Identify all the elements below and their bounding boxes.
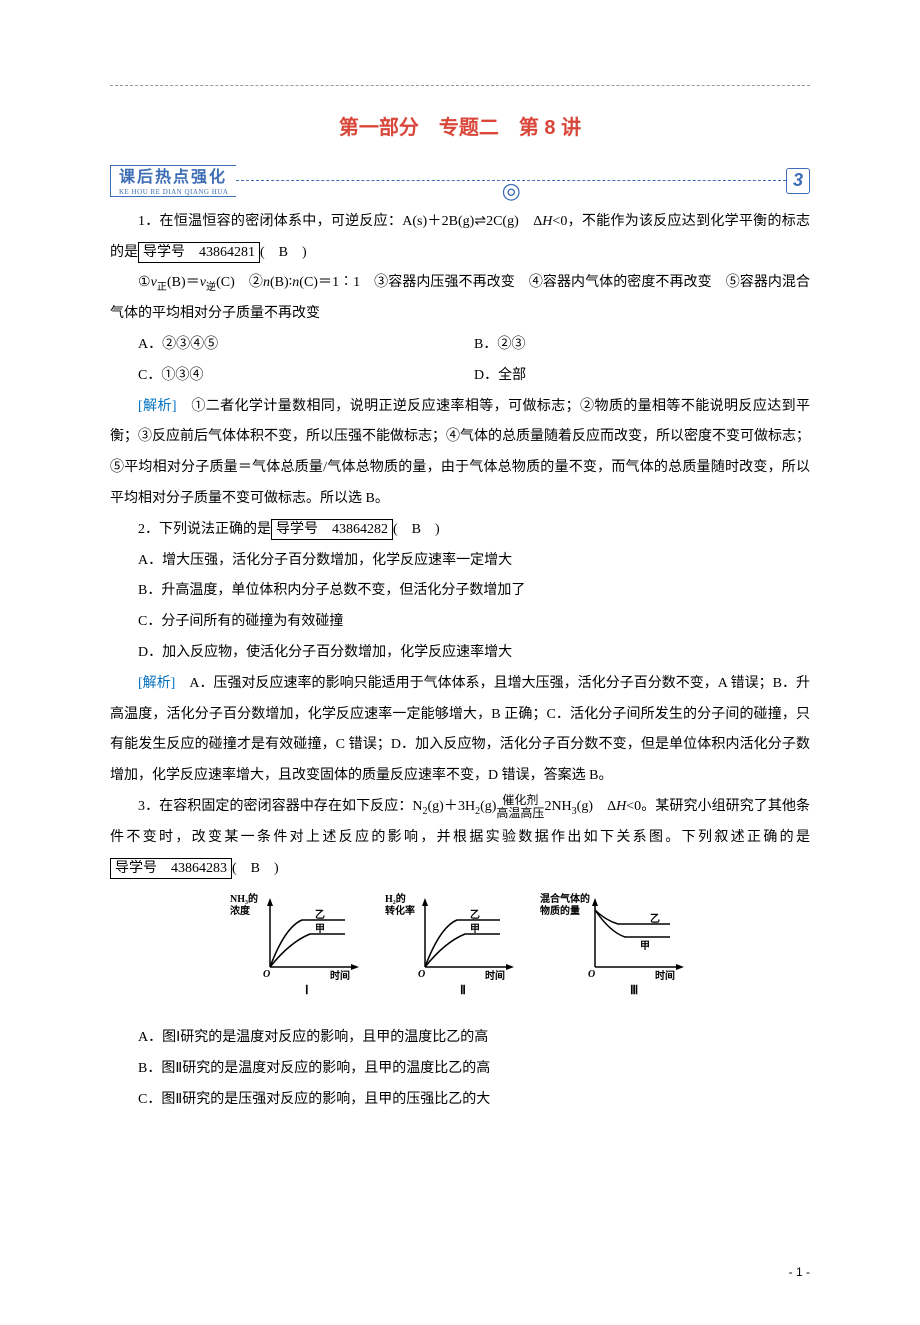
sub-zheng: 正: [157, 282, 167, 293]
c1-bot: 甲: [315, 923, 325, 935]
target-icon: ◎: [502, 167, 521, 215]
q3-stem-b: (g)＋3H: [428, 799, 476, 814]
q2-optB: B．升高温度，单位体积内分子总数不变，但活化分子数增加了: [110, 576, 810, 607]
q2-explanation: [解析] A．压强对反应速率的影响只能适用于气体体系，且增大压强，活化分子百分数…: [110, 669, 810, 792]
q2-optA: A．增大压强，活化分子百分数增加，化学反应速率一定增大: [110, 546, 810, 577]
q2-exp-text: A．压强对反应速率的影响只能适用于气体体系，且增大压强，活化分子百分数不变，A …: [110, 676, 810, 783]
c2-bot: 甲: [470, 923, 480, 935]
c2-yl1: H₂的: [385, 892, 406, 905]
q1-opts-row1: A．②③④⑤ B．②③: [110, 330, 810, 361]
main-title: 第一部分 专题二 第 8 讲: [110, 106, 810, 150]
eq-arrow: ⇌: [474, 212, 486, 228]
c2-top: 乙: [470, 909, 480, 921]
top-divider: [110, 85, 810, 86]
dxh-box-1: 导学号 43864281: [138, 242, 260, 264]
q2-stem: 2．下列说法正确的是导学号 43864282( B ): [110, 515, 810, 546]
exp-label-1: [解析]: [138, 399, 177, 414]
q1-optD: D．全部: [474, 361, 810, 392]
q3-stem-e: (g) Δ: [577, 799, 616, 814]
c3-yl2: 物质的量: [540, 904, 580, 917]
banner-line: ◎: [236, 180, 786, 182]
q1-ans: ( B ): [260, 245, 307, 260]
delta-h2: H: [616, 799, 626, 814]
c3-top: 乙: [650, 913, 660, 925]
c1-yl1: NH₃的: [230, 892, 258, 905]
q1-l2-b: (B)＝: [167, 275, 200, 290]
frac-top: 催化剂: [496, 794, 544, 807]
q1-line2: ①v正(B)＝v逆(C) ②n(B)∶n(C)＝1∶1 ③容器内压强不再改变 ④…: [110, 268, 810, 330]
svg-text:O: O: [588, 969, 595, 980]
q1-exp-text: ①二者化学计量数相同，说明正逆反应速率相等，可做标志；②物质的量相等不能说明反应…: [110, 399, 810, 506]
banner-left-box: 课后热点强化 KE HOU RE DIAN QIANG HUA: [110, 165, 236, 197]
q1-stem: 1．在恒温恒容的密闭体系中，可逆反应：A(s)＋2B(g)⇌2C(g) ΔH<0…: [110, 205, 810, 269]
body-content: 1．在恒温恒容的密闭体系中，可逆反应：A(s)＋2B(g)⇌2C(g) ΔH<0…: [110, 205, 810, 1116]
c1-yl2: 浓度: [230, 904, 251, 917]
q3-optA: A．图Ⅰ研究的是温度对反应的影响，且甲的温度比乙的高: [110, 1023, 810, 1054]
three-charts-svg: NH₃的 浓度 乙 甲 O 时间 Ⅰ H₂的 转化率: [220, 892, 700, 1002]
section-banner: 课后热点强化 KE HOU RE DIAN QIANG HUA ◎ 3: [110, 165, 810, 197]
n-b: n: [263, 275, 270, 290]
q2-stem-text: 2．下列说法正确的是: [138, 522, 271, 537]
page-number: - 1 -: [789, 1259, 810, 1285]
delta-h: H: [542, 214, 552, 229]
c2-yl2: 转化率: [385, 904, 415, 917]
c3-yl1: 混合气体的: [540, 892, 590, 905]
banner-pinyin: KE HOU RE DIAN QIANG HUA: [119, 189, 228, 196]
q1-opts-row2: C．①③④ D．全部: [110, 361, 810, 392]
q2-optD: D．加入反应物，使活化分子百分数增加，化学反应速率增大: [110, 638, 810, 669]
c1-top: 乙: [315, 909, 325, 921]
q2-optC: C．分子间所有的碰撞为有效碰撞: [110, 607, 810, 638]
c1-xl: 时间: [330, 969, 350, 982]
dxh-box-2: 导学号 43864282: [271, 519, 393, 541]
c2-roman: Ⅱ: [460, 983, 466, 997]
q1-l2-a: ①: [138, 275, 151, 290]
q3-stem-c: (g): [480, 799, 496, 814]
q1-optA: A．②③④⑤: [138, 330, 474, 361]
q3-stem-d: 2NH: [544, 799, 571, 814]
q3-optC: C．图Ⅱ研究的是压强对反应的影响，且甲的压强比乙的大: [110, 1085, 810, 1116]
q3-stem: 3．在容积固定的密闭容器中存在如下反应：N2(g)＋3H2(g)催化剂高温高压2…: [110, 792, 810, 884]
c3-bot: 甲: [640, 940, 650, 952]
frac-bot: 高温高压: [496, 807, 544, 820]
dxh-box-3: 导学号 43864283: [110, 858, 232, 880]
c1-roman: Ⅰ: [305, 983, 309, 997]
q3-stem-a: 3．在容积固定的密闭容器中存在如下反应：N: [138, 799, 423, 814]
q3-ans: ( B ): [232, 861, 279, 876]
banner-number: 3: [786, 168, 810, 194]
c2-xl: 时间: [485, 969, 505, 982]
charts-row: NH₃的 浓度 乙 甲 O 时间 Ⅰ H₂的 转化率: [110, 892, 810, 1015]
q1-explanation: [解析] ①二者化学计量数相同，说明正逆反应速率相等，可做标志；②物质的量相等不…: [110, 392, 810, 515]
q3-optB: B．图Ⅱ研究的是温度对反应的影响，且甲的温度比乙的高: [110, 1054, 810, 1085]
svg-text:O: O: [418, 969, 425, 980]
q2-ans: ( B ): [393, 522, 440, 537]
catalyst-fraction: 催化剂高温高压: [496, 794, 544, 820]
exp-label-2: [解析]: [138, 676, 175, 691]
c3-xl: 时间: [655, 969, 675, 982]
q1-stem-a: 1．在恒温恒容的密闭体系中，可逆反应：A(s)＋2B(g): [138, 214, 474, 229]
q1-stem-b: 2C(g) Δ: [486, 214, 542, 229]
q1-l2-c: (C) ②: [216, 275, 263, 290]
q1-optB: B．②③: [474, 330, 810, 361]
banner-title: 课后热点强化: [119, 168, 228, 189]
q1-l2-d: (B)∶: [270, 275, 292, 290]
svg-text:O: O: [263, 969, 270, 980]
c3-roman: Ⅲ: [630, 983, 638, 997]
q1-optC: C．①③④: [138, 361, 474, 392]
sub-ni: 逆: [206, 282, 216, 293]
